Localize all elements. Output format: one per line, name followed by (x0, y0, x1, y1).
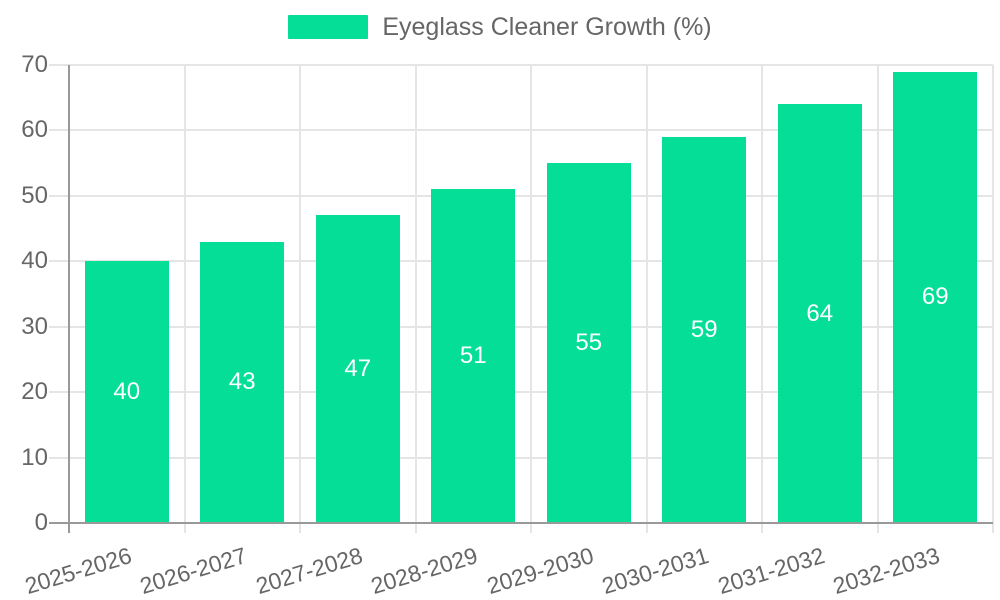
y-tick-label: 70 (21, 51, 48, 78)
y-gridline (49, 194, 993, 197)
x-tick-label: 2028-2029 (368, 542, 481, 600)
bar[interactable]: 43 (200, 241, 285, 523)
legend[interactable]: Eyeglass Cleaner Growth (%) (0, 12, 1000, 42)
bar[interactable]: 47 (315, 215, 400, 523)
bar[interactable]: 69 (893, 71, 978, 523)
x-gridline (761, 65, 763, 533)
x-tick-label: 2029-2030 (483, 542, 597, 600)
bar[interactable]: 51 (431, 189, 516, 523)
bar[interactable]: 40 (84, 261, 169, 523)
bar-value-label: 64 (806, 299, 834, 327)
y-gridline (49, 325, 993, 328)
y-gridline (49, 129, 993, 132)
y-tick-label: 20 (21, 378, 48, 406)
y-axis-line (68, 65, 70, 533)
x-gridline (992, 65, 994, 533)
y-gridline (49, 64, 993, 66)
legend-label: Eyeglass Cleaner Growth (%) (382, 13, 712, 41)
bar-value-label: 69 (921, 283, 949, 311)
x-tick-label: 2032-2033 (830, 542, 943, 600)
bar-value-label: 59 (690, 315, 718, 343)
y-tick-label: 50 (21, 181, 48, 209)
y-gridline (49, 260, 993, 263)
y-tick-label: 40 (21, 247, 48, 275)
bar-value-label: 47 (344, 355, 372, 383)
bar[interactable]: 64 (777, 104, 862, 523)
x-gridline (183, 65, 186, 533)
y-tick-label: 30 (21, 312, 48, 340)
bar-value-label: 43 (228, 368, 256, 396)
bar-value-label: 40 (113, 378, 141, 406)
x-axis-line (49, 522, 993, 524)
x-gridline (414, 65, 417, 533)
x-tick-label: 2025-2026 (21, 542, 135, 600)
x-gridline (876, 65, 879, 533)
legend-swatch (288, 15, 369, 39)
y-tick-label: 60 (21, 116, 48, 144)
y-tick-label: 0 (34, 509, 48, 536)
y-gridline (49, 391, 993, 394)
bar[interactable]: 55 (546, 163, 631, 523)
bar[interactable]: 59 (662, 136, 747, 523)
x-tick-label: 2031-2032 (714, 542, 828, 600)
x-tick-label: 2026-2027 (137, 542, 250, 600)
y-gridline (49, 456, 993, 459)
y-tick-label: 10 (21, 443, 48, 471)
x-gridline (299, 65, 301, 533)
bar-value-label: 55 (575, 329, 603, 357)
x-tick-label: 2030-2031 (599, 542, 712, 600)
x-tick-label: 2027-2028 (252, 542, 366, 600)
x-gridline (530, 65, 532, 533)
bar-value-label: 51 (459, 342, 487, 370)
x-gridline (645, 65, 648, 533)
